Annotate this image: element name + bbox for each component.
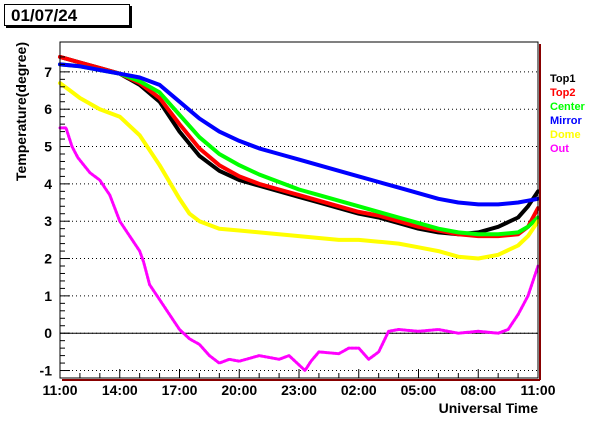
x-axis-title: Universal Time	[439, 400, 539, 416]
legend-item-dome: Dome	[550, 129, 581, 141]
series-line-top1	[58, 54, 540, 237]
x-tick-label: 05:00	[401, 382, 437, 398]
series-layer	[58, 54, 540, 372]
legend-item-center: Center	[550, 101, 586, 113]
y-tick-label: 5	[44, 139, 52, 155]
series-line-dome	[58, 81, 540, 261]
y-axis: -1 0 1 2 3 4 5 6 7	[40, 56, 70, 379]
x-tick-label: 20:00	[221, 382, 257, 398]
legend-item-mirror: Mirror	[550, 115, 583, 127]
date-label: 01/07/24	[4, 4, 130, 26]
x-axis: 11:00 14:00 17:00 20:00 23:00 02:00 05:00 08:00…	[42, 369, 556, 398]
x-tick-label: 17:00	[162, 382, 198, 398]
series-line-center	[58, 62, 540, 237]
y-tick-label: 7	[44, 64, 52, 80]
grid-lines	[60, 71, 538, 372]
y-tick-label: 0	[44, 325, 52, 341]
legend-item-top2: Top2	[550, 87, 575, 99]
x-tick-label: 02:00	[341, 382, 377, 398]
legend-item-out: Out	[550, 143, 569, 155]
y-tick-label: 1	[44, 288, 52, 304]
x-tick-label: 08:00	[460, 382, 496, 398]
series-line-top2	[58, 54, 540, 239]
legend-item-top1: Top1	[550, 73, 575, 85]
legend: Top1 Top2 Center Mirror Dome Out	[550, 73, 586, 155]
y-tick-label: 4	[44, 176, 52, 192]
y-tick-label: 2	[44, 251, 52, 267]
series-line-out	[58, 126, 540, 372]
x-tick-label: 11:00	[42, 382, 77, 398]
x-tick-label: 14:00	[102, 382, 138, 398]
plot-frame	[59, 41, 539, 379]
x-tick-label: 23:00	[281, 382, 317, 398]
y-tick-label: 6	[44, 101, 52, 117]
x-tick-label: 11:00	[520, 382, 555, 398]
y-tick-label: -1	[40, 363, 53, 379]
y-tick-label: 3	[44, 213, 52, 229]
y-axis-title: Temperature(degree)	[13, 42, 29, 181]
series-line-mirror	[58, 62, 540, 207]
